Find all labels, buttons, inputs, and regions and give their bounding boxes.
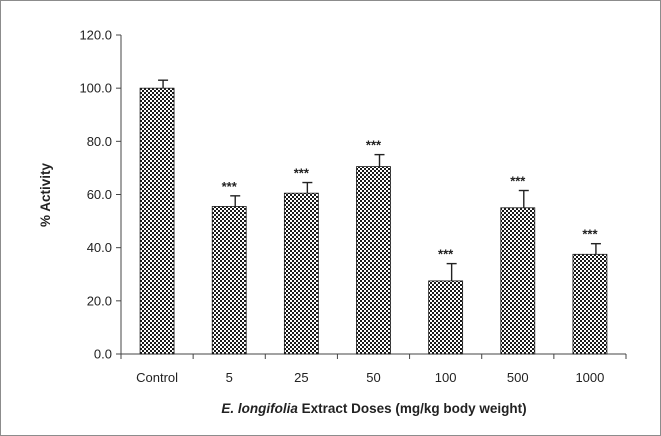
y-axis-title: % Activity bbox=[38, 163, 53, 228]
bar bbox=[572, 253, 608, 355]
bar bbox=[211, 206, 247, 355]
x-tick-label: 50 bbox=[366, 370, 380, 385]
y-tick-label: 40.0 bbox=[87, 240, 112, 255]
y-tick-label: 60.0 bbox=[87, 187, 112, 202]
significance-label: *** bbox=[222, 179, 238, 194]
y-tick-label: 120.0 bbox=[79, 28, 112, 43]
bar bbox=[428, 280, 464, 355]
significance-label: *** bbox=[294, 166, 310, 181]
bar bbox=[500, 207, 536, 355]
x-axis-title-rest: Extract Doses (mg/kg body weight) bbox=[298, 401, 527, 416]
x-tick-label: 25 bbox=[294, 370, 308, 385]
x-tick-label: 1000 bbox=[575, 370, 604, 385]
bar bbox=[283, 192, 319, 355]
x-tick-label: 100 bbox=[435, 370, 457, 385]
significance-label: *** bbox=[438, 247, 454, 262]
x-axis-title-italic: E. longifolia bbox=[221, 401, 298, 416]
x-tick-label: 5 bbox=[226, 370, 233, 385]
significance-label: *** bbox=[582, 227, 598, 242]
y-tick-label: 80.0 bbox=[87, 134, 112, 149]
significance-label: *** bbox=[510, 174, 526, 189]
x-tick-label: Control bbox=[136, 370, 178, 385]
y-tick-label: 20.0 bbox=[87, 293, 112, 308]
bar bbox=[139, 87, 175, 355]
x-axis-title: E. longifolia Extract Doses (mg/kg body … bbox=[221, 401, 526, 416]
y-tick-label: 100.0 bbox=[79, 81, 112, 96]
significance-label: *** bbox=[366, 138, 382, 153]
bar bbox=[356, 166, 391, 355]
y-tick-label: 0.0 bbox=[94, 347, 112, 362]
x-tick-label: 500 bbox=[507, 370, 529, 385]
